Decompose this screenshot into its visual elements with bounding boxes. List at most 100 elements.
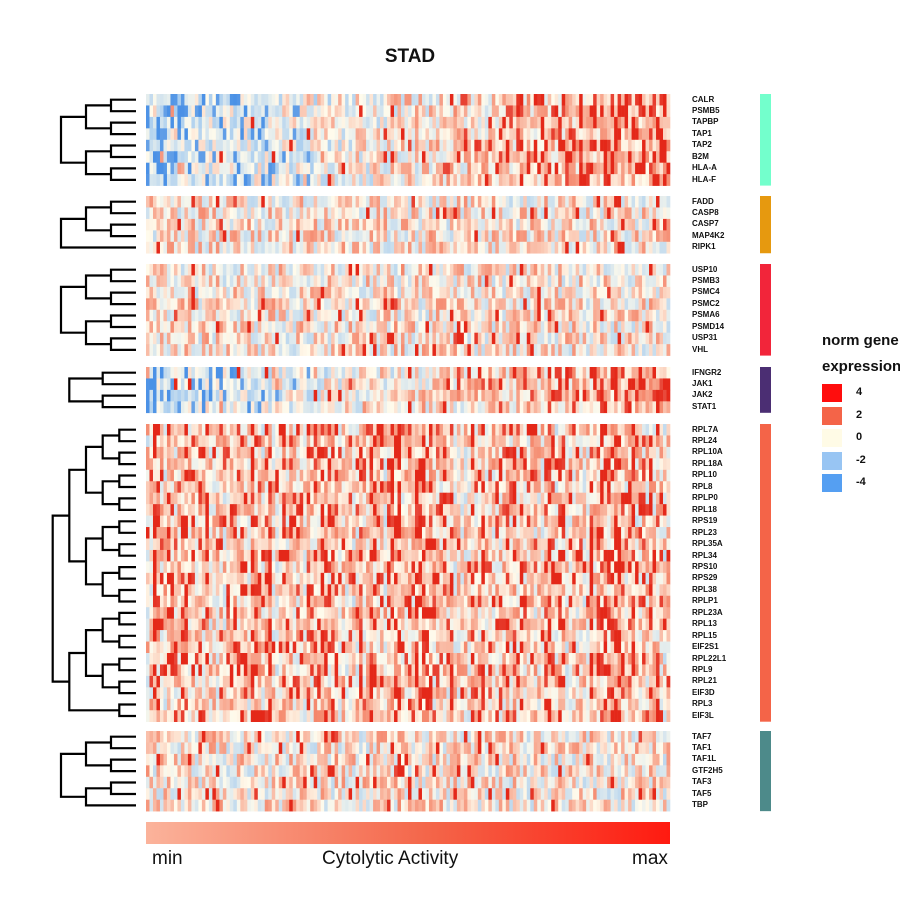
heatmap-cell (652, 275, 657, 288)
heatmap-cell (509, 309, 514, 322)
heatmap-cell (446, 139, 451, 152)
heatmap-cell (226, 105, 231, 118)
heatmap-cell (397, 241, 402, 254)
heatmap-cell (624, 162, 629, 175)
heatmap-cell (621, 264, 625, 276)
heatmap-cell (425, 230, 430, 243)
heatmap-cell (285, 94, 290, 106)
heatmap-cell (226, 469, 231, 482)
heatmap-cell (303, 264, 307, 276)
heatmap-cell (201, 435, 206, 448)
heatmap-cell (589, 139, 594, 152)
heatmap-cell (254, 139, 259, 152)
heatmap-cell (491, 241, 496, 254)
heatmap-cell (537, 275, 542, 288)
heatmap-cell (512, 401, 517, 414)
heatmap-cell (470, 378, 475, 391)
heatmap-cell (229, 309, 234, 322)
heatmap-cell (558, 151, 562, 163)
heatmap-cell (376, 162, 381, 175)
heatmap-cell (247, 207, 252, 220)
heatmap-cell (449, 424, 454, 436)
heatmap-row (146, 162, 671, 175)
heatmap-cell (327, 504, 332, 516)
heatmap-cell (460, 128, 465, 141)
heatmap-cell (544, 207, 549, 220)
heatmap-cell (491, 378, 496, 391)
heatmap-cell (261, 435, 266, 448)
heatmap-cell (170, 446, 175, 459)
heatmap-cell (289, 492, 294, 505)
heatmap-cell (558, 435, 562, 448)
heatmap-cell (212, 401, 217, 414)
heatmap-cell (540, 139, 545, 152)
heatmap-cell (331, 162, 335, 175)
heatmap-cell (404, 230, 409, 243)
heatmap-cell (205, 218, 210, 231)
heatmap-cell (593, 105, 597, 118)
heatmap-cell (502, 321, 507, 333)
heatmap-cell (526, 128, 531, 141)
heatmap-cell (338, 481, 342, 493)
heatmap-cell (638, 174, 643, 186)
heatmap-cell (603, 298, 608, 311)
heatmap-cell (292, 481, 297, 493)
heatmap-cell (540, 344, 545, 356)
heatmap-cell (554, 469, 559, 482)
heatmap-cell (509, 264, 514, 276)
heatmap-cell (257, 344, 262, 356)
heatmap-cell (156, 174, 161, 186)
heatmap-cell (421, 264, 426, 276)
heatmap-cell (198, 389, 203, 402)
heatmap-cell (600, 332, 604, 345)
heatmap-cell (229, 207, 234, 220)
heatmap-cell (229, 174, 234, 186)
heatmap-cell (303, 332, 307, 345)
heatmap-cell (621, 389, 625, 402)
heatmap-cell (411, 332, 416, 345)
heatmap-cell (296, 94, 300, 106)
heatmap-cell (439, 264, 444, 276)
heatmap-cell (222, 401, 227, 414)
heatmap-cell (331, 174, 335, 186)
heatmap-cell (264, 151, 269, 163)
heatmap-cell (355, 446, 360, 459)
heatmap-cell (460, 230, 465, 243)
heatmap-cell (404, 344, 409, 356)
heatmap-cell (575, 435, 580, 448)
heatmap-cell (394, 401, 398, 414)
heatmap-cell (383, 389, 388, 402)
heatmap-cell (212, 94, 217, 106)
heatmap-cell (359, 241, 363, 254)
heatmap-cell (607, 298, 611, 311)
heatmap-cell (390, 446, 395, 459)
heatmap-cell (152, 275, 157, 288)
heatmap-cell (226, 481, 231, 493)
heatmap-cell (320, 446, 325, 459)
heatmap-cell (173, 94, 178, 106)
heatmap-cell (268, 344, 273, 356)
heatmap-cell (327, 207, 332, 220)
heatmap-cell (495, 94, 500, 106)
heatmap-cell (327, 105, 332, 118)
heatmap-cell (449, 378, 454, 391)
heatmap-cell (656, 174, 660, 186)
heatmap-cell (278, 332, 283, 345)
heatmap-cell (254, 367, 259, 379)
heatmap-cell (320, 174, 325, 186)
heatmap-cell (411, 469, 416, 482)
heatmap-cell (317, 367, 321, 379)
heatmap-cell (233, 139, 238, 152)
heatmap-cell (561, 446, 566, 459)
heatmap-cell (198, 286, 203, 299)
heatmap-cell (439, 458, 444, 471)
heatmap-cell (568, 128, 573, 141)
heatmap-cell (533, 344, 538, 356)
heatmap-cell (222, 207, 227, 220)
heatmap-cell (177, 286, 182, 299)
heatmap-cell (166, 309, 171, 322)
heatmap-cell (593, 469, 597, 482)
heatmap-cell (383, 264, 388, 276)
heatmap-cell (481, 264, 486, 276)
heatmap-cell (589, 128, 594, 141)
